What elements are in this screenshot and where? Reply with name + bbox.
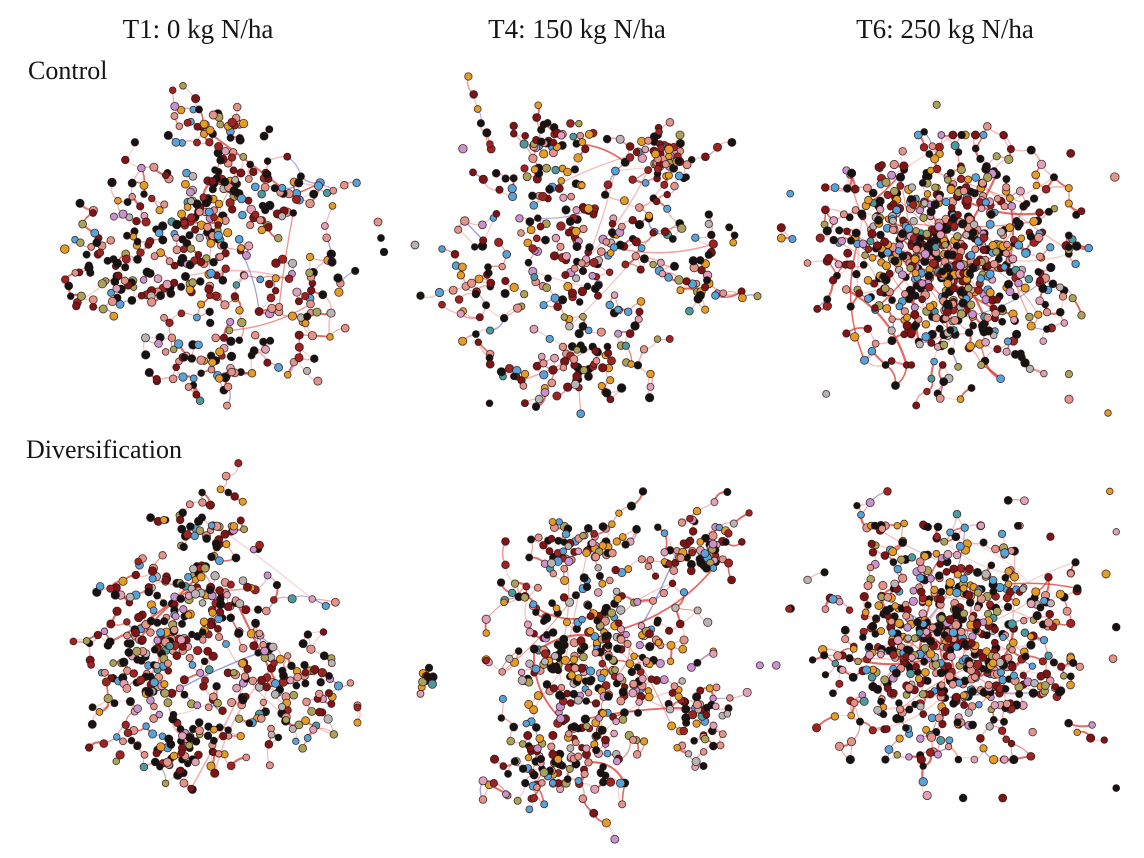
row-label-control: Control — [28, 56, 108, 85]
network-panel-control-t6 — [770, 70, 1144, 440]
row-label-diversification: Diversification — [26, 435, 182, 464]
network-graph-control-t4 — [410, 72, 762, 419]
network-graph-control-t1 — [60, 82, 389, 410]
network-panel-diversification-t1 — [20, 455, 400, 855]
network-graph-diversification-t6 — [771, 487, 1121, 803]
network-panel-control-t4 — [400, 70, 770, 440]
column-header-t4: T4: 150 kg N/ha — [488, 14, 666, 44]
network-panel-diversification-t4 — [400, 455, 770, 855]
network-graph-diversification-t4 — [416, 487, 764, 844]
column-header-t1: T1: 0 kg N/ha — [122, 14, 274, 44]
network-graph-diversification-t1 — [69, 459, 362, 794]
column-header-t6: T6: 250 kg N/ha — [856, 14, 1034, 44]
network-graph-control-t6 — [776, 100, 1120, 417]
network-panel-control-t1 — [20, 70, 400, 440]
network-panel-diversification-t6 — [770, 455, 1144, 855]
